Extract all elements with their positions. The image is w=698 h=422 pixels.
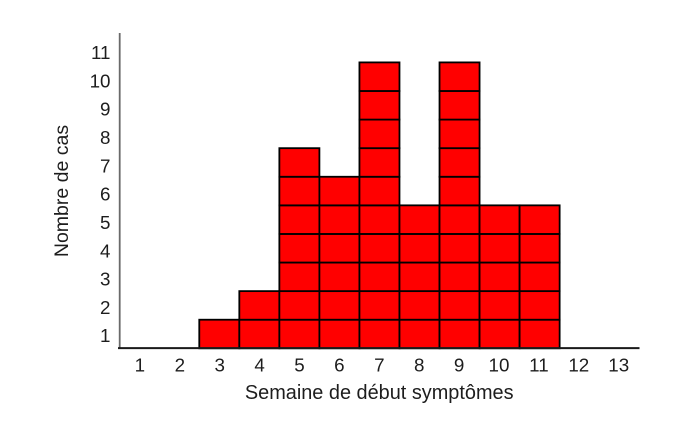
svg-text:11: 11 — [529, 354, 549, 375]
svg-text:Semaine de début symptômes: Semaine de début symptômes — [245, 382, 514, 404]
svg-text:5: 5 — [294, 354, 304, 375]
svg-text:5: 5 — [100, 212, 110, 233]
svg-text:8: 8 — [100, 127, 110, 148]
svg-text:10: 10 — [489, 354, 510, 375]
svg-text:13: 13 — [608, 354, 629, 375]
svg-text:4: 4 — [100, 240, 110, 261]
svg-text:3: 3 — [100, 269, 110, 290]
svg-text:2: 2 — [175, 354, 185, 375]
svg-text:9: 9 — [454, 354, 464, 375]
svg-text:Nombre de cas: Nombre de cas — [51, 125, 73, 257]
svg-text:7: 7 — [374, 354, 384, 375]
svg-text:9: 9 — [100, 99, 110, 120]
svg-text:11: 11 — [91, 42, 111, 63]
svg-text:2: 2 — [100, 297, 110, 318]
svg-text:7: 7 — [100, 155, 110, 176]
svg-text:1: 1 — [135, 354, 145, 375]
svg-text:12: 12 — [568, 354, 589, 375]
svg-text:8: 8 — [414, 354, 424, 375]
svg-text:6: 6 — [334, 354, 344, 375]
svg-text:3: 3 — [214, 354, 224, 375]
svg-text:6: 6 — [100, 184, 110, 205]
svg-text:10: 10 — [90, 70, 111, 91]
svg-text:1: 1 — [100, 325, 110, 346]
svg-text:4: 4 — [254, 354, 264, 375]
